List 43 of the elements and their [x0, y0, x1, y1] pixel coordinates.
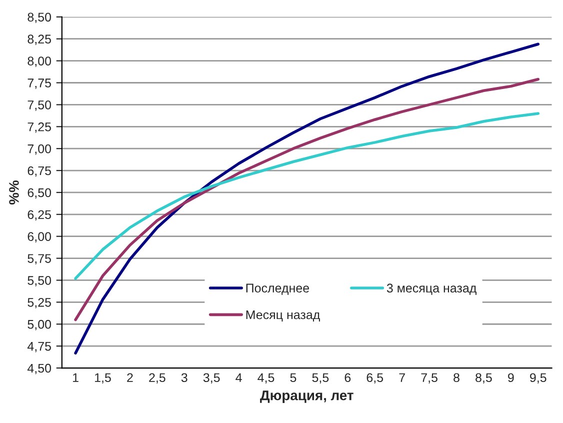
y-tick-label: 5,25 — [28, 298, 51, 308]
line-series — [74, 112, 540, 280]
y-axis-title: %% — [9, 180, 19, 204]
y-tick-label: 6,75 — [28, 166, 51, 177]
y-tick-label: 4,50 — [27, 364, 52, 374]
x-tick-label: 7,5 — [421, 373, 438, 384]
x-tick-label: 9,5 — [530, 373, 546, 384]
legend-label: 3 месяца назад — [386, 284, 476, 295]
line-series — [74, 42, 540, 354]
y-tick-label: 5,50 — [28, 276, 52, 286]
x-tick-label: 3,5 — [203, 373, 220, 384]
y-tick-label: 5,00 — [28, 320, 52, 330]
y-tick-label: 6,50 — [28, 188, 52, 199]
x-tick-label: 1,5 — [95, 373, 111, 384]
x-tick-label: 4,5 — [258, 373, 274, 384]
x-tick-label: 5,5 — [312, 373, 329, 384]
legend-label: Последнее — [246, 284, 310, 295]
y-tick-label: 4,75 — [27, 342, 51, 352]
x-tick-label: 6 — [344, 373, 351, 382]
x-tick-label: 9 — [508, 373, 514, 382]
x-tick-label: 6,5 — [366, 373, 384, 384]
y-tick-label: 7,25 — [28, 122, 51, 133]
x-tick-label: 2 — [127, 373, 133, 382]
y-tick-label: 7,75 — [28, 78, 51, 89]
y-tick-label: 6,25 — [28, 210, 51, 221]
y-tick-label: 6,00 — [28, 232, 52, 242]
x-tick-label: 8,5 — [476, 373, 492, 384]
y-tick-label: 8,25 — [28, 34, 51, 45]
y-tick-label: 8,00 — [28, 56, 52, 67]
y-tick-label: 7,50 — [28, 100, 52, 111]
y-tick-label: 5,75 — [28, 254, 51, 264]
x-tick-label: 2,5 — [149, 373, 166, 384]
x-tick-label: 4 — [236, 373, 242, 382]
y-tick-label: 8,50 — [28, 12, 52, 24]
x-tick-label: 1 — [73, 373, 78, 382]
x-tick-label: 3 — [181, 373, 188, 382]
legend-label: Месяц назад — [246, 310, 320, 322]
x-tick-label: 8 — [454, 373, 460, 382]
x-tick-label: 7 — [399, 373, 405, 382]
line-series — [74, 78, 540, 322]
x-tick-label: 5 — [290, 373, 296, 382]
x-axis-title: Дюрация, лет — [260, 390, 354, 404]
y-tick-label: 7,00 — [28, 144, 52, 155]
